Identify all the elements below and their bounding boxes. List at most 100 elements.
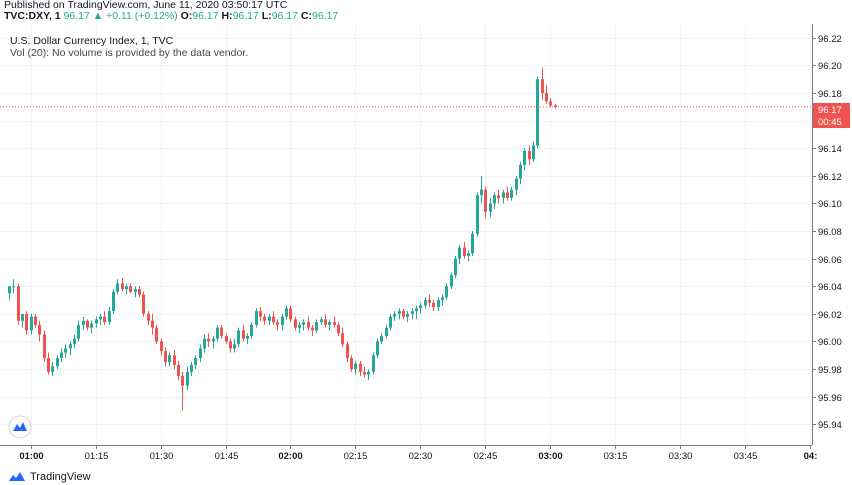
price-tick-label: 96.08: [818, 227, 842, 238]
close-label: C:: [300, 10, 312, 22]
candle: [376, 338, 379, 359]
candle: [30, 313, 33, 335]
scroll-to-realtime-button[interactable]: [8, 415, 32, 439]
candle: [246, 333, 249, 345]
candle-body: [298, 324, 301, 328]
candle-body: [220, 327, 223, 336]
candle: [168, 352, 171, 367]
time-tick-label: 02:45: [474, 451, 498, 462]
price-tick-label: 96.10: [818, 199, 842, 210]
last-price-tag: 96.17 00:45: [813, 103, 850, 128]
time-tick-label: 01:00: [19, 451, 43, 462]
candle: [82, 316, 85, 331]
legend-title[interactable]: U.S. Dollar Currency Index, 1, TVC: [10, 35, 174, 47]
candle: [272, 311, 275, 325]
candle-body: [246, 335, 249, 339]
candle: [528, 145, 531, 165]
candle-body: [60, 352, 63, 359]
candle: [432, 300, 435, 312]
candle: [190, 362, 193, 376]
candle: [125, 283, 128, 295]
candle: [450, 272, 453, 290]
last-price: 96.17: [63, 10, 90, 22]
candle-body: [276, 322, 279, 325]
time-tick-label: 02:30: [409, 451, 433, 462]
candle-body: [424, 300, 427, 306]
symbol-quote-line: TVC:DXY, 1 96.17 ▲ +0.11 (+0.12%) O:96.1…: [4, 10, 338, 22]
candle-body: [155, 327, 158, 342]
time-tick-label: 01:45: [215, 451, 239, 462]
open-value: 96.17: [192, 10, 219, 22]
candle-body: [38, 324, 41, 335]
candle: [38, 320, 41, 342]
time-tick-label: 03:30: [669, 451, 693, 462]
candle: [129, 283, 132, 294]
candle: [21, 313, 24, 328]
candle-body: [510, 189, 513, 198]
candle-body: [51, 366, 54, 372]
candle-body: [138, 289, 141, 295]
tradingview-cloud-icon: [13, 422, 27, 431]
candle: [536, 76, 539, 149]
candle-body: [294, 319, 297, 328]
candle: [77, 320, 80, 342]
time-axis-ticks[interactable]: 01:00 01:15 01:30 01:45 02:00 02:15 02:30 02:45…: [19, 445, 817, 462]
candle: [458, 244, 461, 265]
candle: [60, 348, 63, 363]
time-tick-label: 04:: [804, 451, 818, 462]
candle-body: [30, 316, 33, 331]
candle: [411, 308, 414, 320]
candle-body: [121, 283, 124, 290]
candle: [441, 294, 444, 306]
candle: [216, 324, 219, 342]
candle-body: [86, 320, 89, 328]
candle-body: [502, 192, 505, 198]
candle: [112, 289, 115, 314]
candle: [545, 84, 548, 105]
candle: [406, 311, 409, 323]
candle-body: [476, 195, 479, 234]
candle: [454, 255, 457, 278]
candle-body: [536, 79, 539, 146]
candle-body: [190, 364, 193, 372]
candle: [121, 277, 124, 292]
price-tick-label: 95.94: [818, 420, 842, 431]
candle-body: [328, 322, 331, 325]
price-axis[interactable]: [0, 24, 813, 446]
candle-body: [255, 311, 258, 325]
candle: [142, 291, 145, 317]
candle: [12, 279, 15, 294]
candle: [476, 192, 479, 237]
candle: [207, 333, 210, 347]
candle: [315, 319, 318, 334]
footer-branding[interactable]: TradingView: [8, 470, 91, 484]
candle-body: [493, 195, 496, 204]
candle-body: [467, 253, 470, 256]
candle-body: [519, 164, 522, 179]
candle-body: [484, 189, 487, 212]
candle-body: [216, 327, 219, 339]
candle-body: [186, 371, 189, 386]
candle-body: [47, 358, 50, 372]
candle: [532, 141, 535, 163]
candle-body: [532, 145, 535, 160]
candlestick-chart[interactable]: 96.2296.2096.1896.1696.1496.1296.1096.08…: [0, 0, 852, 468]
symbol-name[interactable]: TVC:DXY, 1: [4, 10, 61, 22]
candle-body: [99, 316, 102, 320]
price-tick-label: 96.22: [818, 34, 842, 45]
candle: [173, 349, 176, 370]
candle-body: [324, 319, 327, 325]
candle-body: [454, 258, 457, 276]
candle-body: [441, 297, 444, 301]
candle-body: [341, 333, 344, 345]
price-tick-label: 96.14: [818, 144, 842, 155]
candle: [424, 297, 427, 309]
candle-body: [203, 338, 206, 349]
candle-body: [549, 101, 552, 106]
countdown-value: 00:45: [818, 117, 842, 128]
candle: [225, 333, 228, 345]
candle-body: [194, 358, 197, 365]
candle-body: [112, 291, 115, 312]
candle-body: [108, 311, 111, 323]
candle: [263, 313, 266, 325]
